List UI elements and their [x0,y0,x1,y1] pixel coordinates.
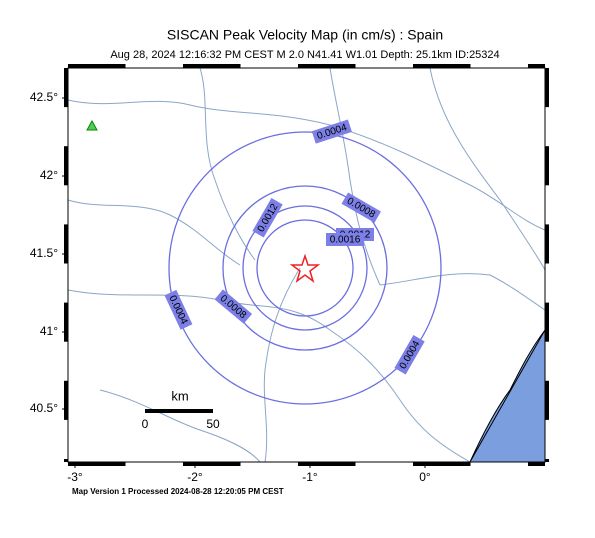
scale-line [145,409,213,413]
lon-label: 0° [419,470,431,484]
epicenter [289,253,321,283]
border-seg [183,64,241,68]
border-seg [64,380,68,420]
contours [168,131,442,405]
lon-label: -1° [302,470,318,484]
title: SISCAN Peak Velocity Map (in cm/s) : Spa… [167,27,443,43]
label-bg [252,198,283,238]
border-seg [545,459,549,462]
contour [242,205,368,331]
lon-label: -3° [67,470,83,484]
contour [222,185,388,351]
river [199,67,256,261]
contour-label: 0.0016 [326,233,364,246]
river [99,389,261,463]
scale-start: 0 [142,417,149,431]
border-seg [545,302,549,342]
scale-unit: km [171,388,188,403]
label-bg [214,289,253,324]
border-seg [64,459,68,462]
ticks: -3° -2° -1° 0° 42.5° 42° 41.5° 41° 40.5° [30,90,431,484]
lon-label: -2° [187,470,203,484]
border-seg [64,146,68,186]
border-seg [64,224,68,264]
border-seg [545,380,549,420]
border-seg [528,64,545,68]
river [67,199,241,266]
river [379,273,546,311]
river [67,99,546,231]
border-seg [413,64,471,68]
river [67,289,471,463]
border-seg [545,68,549,108]
border-seg [68,64,126,68]
lat-label: 41.5° [30,246,58,260]
border-seg [64,68,68,108]
border-seg [528,462,545,466]
label-bg [326,233,364,246]
subtitle: Aug 28, 2024 12:16:32 PM CEST M 2.0 N41.… [110,49,499,61]
border-seg [545,224,549,264]
border-seg [545,146,549,186]
frame-border [64,64,549,466]
border-seg [298,64,356,68]
label-bg [164,289,193,330]
border-seg [413,462,471,466]
river [329,67,381,286]
border-seg [183,462,241,466]
station [86,119,98,131]
scale-bar: km 0 50 [142,388,220,431]
border-seg [298,462,356,466]
footer: Map Version 1 Processed 2024-08-28 12:20… [72,487,284,496]
border-seg [64,302,68,342]
contour [256,219,354,317]
label-bg [311,119,352,144]
label-bg [341,192,381,223]
lat-label: 40.5° [30,401,58,415]
scale-end: 50 [206,417,220,431]
rivers [67,67,546,463]
label-bg [394,335,425,375]
map-area [68,68,545,462]
lat-label: 41° [40,324,58,338]
lat-label: 42° [40,168,58,182]
lat-label: 42.5° [30,90,58,104]
river [263,267,301,463]
contour [168,131,442,405]
border-seg [68,462,126,466]
contour-value: 0.0016 [330,235,361,246]
river [429,67,546,271]
